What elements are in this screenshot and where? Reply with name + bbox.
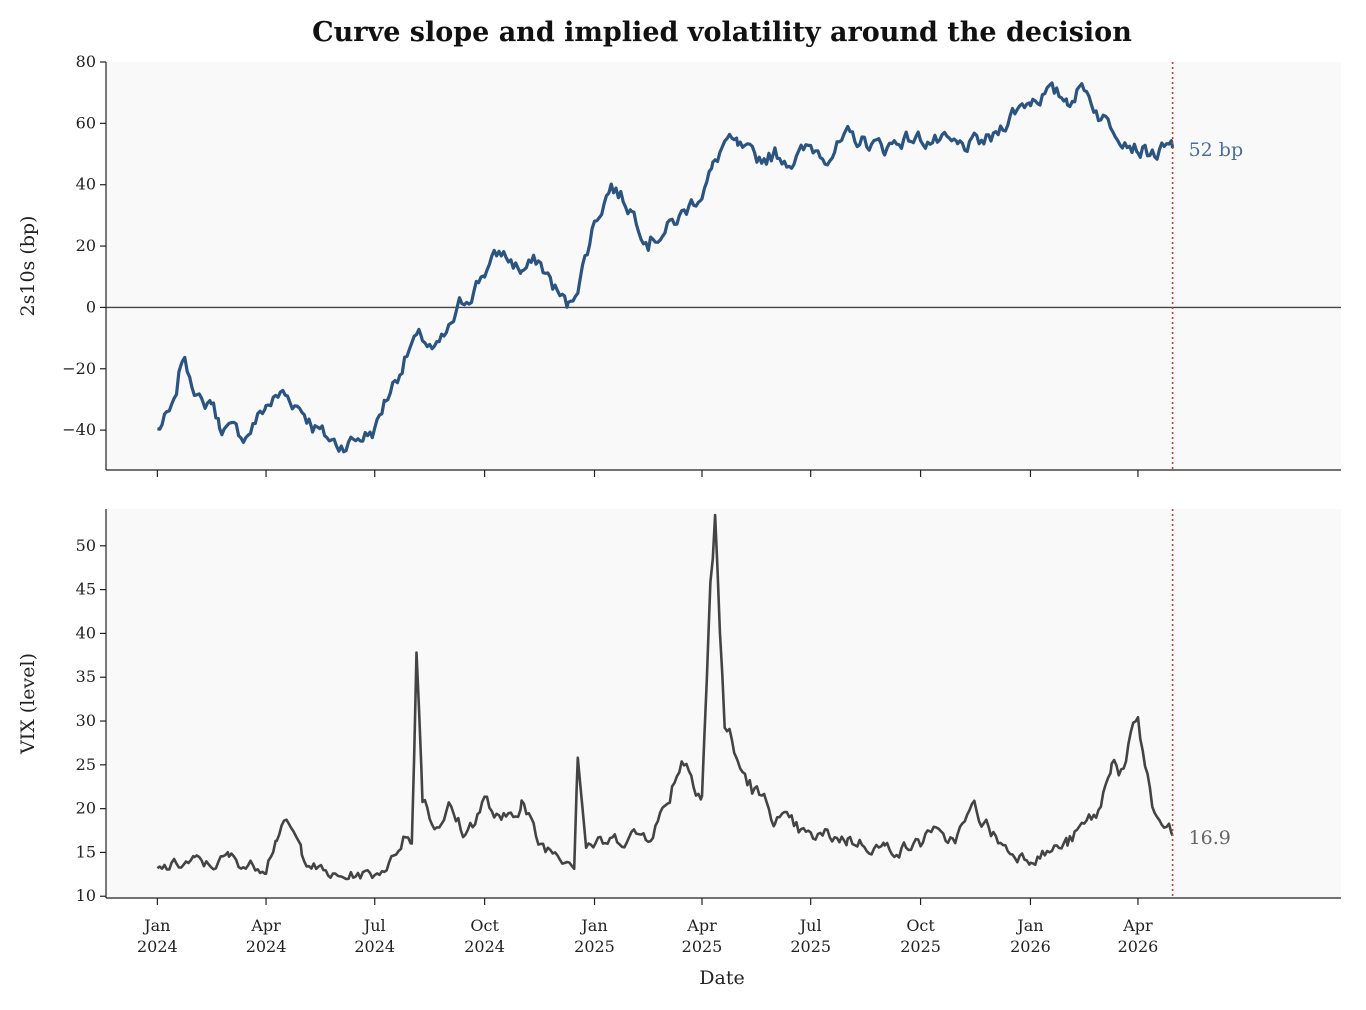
y-tick-label: −20	[62, 359, 96, 378]
x-tick-label-month: Apr	[686, 916, 717, 935]
x-tick-label-year: 2025	[574, 937, 615, 956]
y-tick-label: 40	[76, 175, 96, 194]
y-tick-label: 50	[76, 536, 96, 555]
x-tick-label-month: Oct	[906, 916, 935, 935]
slope-series-line	[157, 81, 1175, 454]
slope-x-ticks	[156, 470, 1139, 477]
y-tick-label: 20	[76, 799, 96, 818]
y-tick-label: −40	[62, 420, 96, 439]
y-tick-label: 40	[76, 623, 96, 642]
x-tick-label-year: 2026	[1118, 937, 1159, 956]
vix-axes	[105, 509, 1341, 899]
x-tick-label-month: Jul	[798, 916, 822, 935]
vix-y-ticks: 10 15 20 25 30 35 40 45 50	[76, 536, 106, 905]
x-tick-label-month: Jul	[362, 916, 386, 935]
y-tick-label: 35	[76, 667, 96, 686]
x-tick-label-month: Oct	[470, 916, 499, 935]
slope-y-axis-label: 2s10s (bp)	[17, 216, 39, 317]
vix-end-label: 16.9	[1189, 827, 1231, 849]
y-tick-label: 25	[76, 755, 96, 774]
y-tick-label: 0	[86, 297, 96, 316]
y-tick-label: 80	[76, 52, 96, 71]
x-tick-label-year: 2025	[682, 937, 723, 956]
x-tick-label-year: 2025	[900, 937, 941, 956]
y-tick-label: 20	[76, 236, 96, 255]
y-tick-label: 45	[76, 580, 96, 599]
x-tick-label-month: Apr	[250, 916, 281, 935]
x-tick-label-month: Jan	[142, 916, 170, 935]
x-tick-labels: Jan 2024 Apr 2024 Jul 2024 Oct 2024 Jan 2025 Apr 20…	[137, 916, 1158, 956]
vix-series-line	[156, 513, 1174, 881]
x-tick-label-month: Apr	[1122, 916, 1153, 935]
x-tick-label-year: 2025	[790, 937, 831, 956]
slope-series-layer	[157, 81, 1175, 454]
chart-title: Curve slope and implied volatility aroun…	[312, 17, 1132, 48]
vix-y-axis-label: VIX (level)	[17, 653, 39, 755]
x-tick-label-month: Jan	[1015, 916, 1043, 935]
y-tick-label: 15	[76, 842, 96, 861]
x-tick-label-year: 2024	[246, 937, 287, 956]
vix-panel: 10 15 20 25 30 35 40 45 50 VIX (level) 16.9	[17, 509, 1341, 905]
slope-axes	[105, 62, 1341, 471]
slope-y-ticks: −40 −20 0 20 40 60 80	[62, 52, 106, 439]
x-tick-label-month: Jan	[579, 916, 607, 935]
x-tick-label-year: 2026	[1010, 937, 1051, 956]
y-tick-label: 30	[76, 711, 96, 730]
slope-end-label: 52 bp	[1189, 139, 1244, 161]
x-tick-label-year: 2024	[464, 937, 505, 956]
slope-panel-background	[106, 62, 1341, 470]
x-axis-label: Date	[699, 967, 744, 989]
x-tick-label-year: 2024	[354, 937, 395, 956]
vix-x-ticks	[156, 898, 1139, 905]
vix-series-layer	[156, 513, 1174, 881]
slope-panel: −40 −20 0 20 40 60 80 2s10s (bp) 52 bp	[17, 52, 1341, 477]
y-tick-label: 60	[76, 113, 96, 132]
y-tick-label: 10	[76, 886, 96, 905]
x-tick-label-year: 2024	[137, 937, 178, 956]
